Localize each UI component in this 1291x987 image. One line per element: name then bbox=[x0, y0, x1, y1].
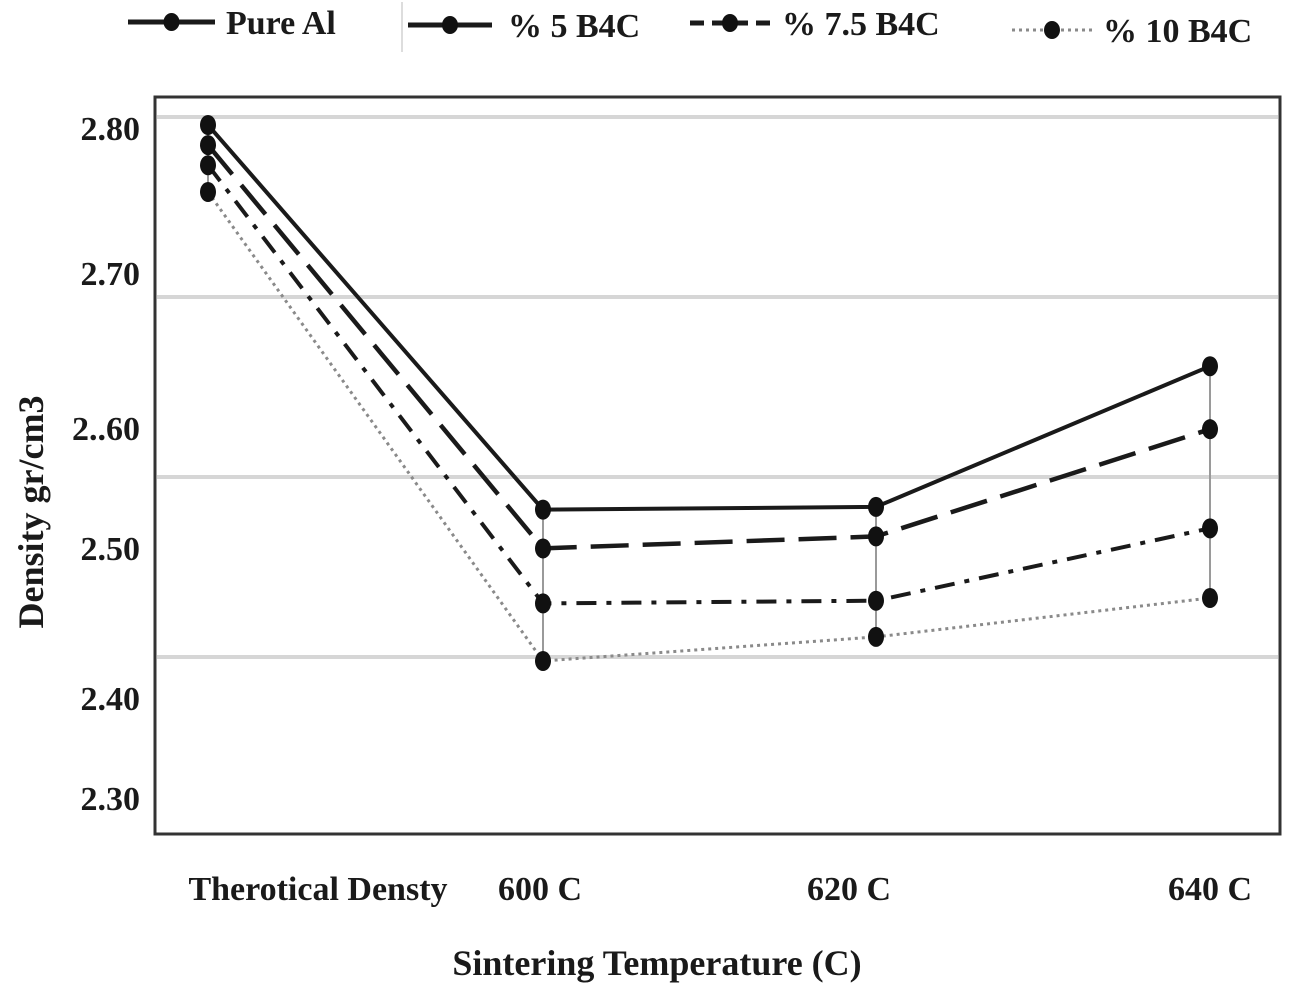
x-tick-label: 600 C bbox=[498, 871, 582, 908]
data-point bbox=[200, 115, 216, 135]
data-point bbox=[535, 499, 551, 520]
legend-label: % 7.5 B4C bbox=[782, 6, 940, 43]
data-point bbox=[200, 155, 216, 176]
y-tick-label: 2..60 bbox=[72, 411, 140, 448]
data-point bbox=[535, 651, 551, 671]
data-point bbox=[1202, 356, 1218, 377]
series-line bbox=[206, 191, 1211, 663]
data-point bbox=[1202, 588, 1218, 609]
series-line bbox=[206, 163, 1211, 606]
data-point bbox=[868, 526, 884, 547]
y-axis-ticks: 2.80 2.70 2..60 2.50 2.40 2.30 bbox=[72, 111, 140, 818]
legend-swatch-marker bbox=[163, 13, 180, 31]
legend-swatch-marker bbox=[1044, 21, 1060, 39]
data-point bbox=[1202, 419, 1218, 440]
legend: Pure Al % 5 B4C % 7.5 B4C % 10 B4C bbox=[128, 2, 1252, 52]
x-axis-label: Sintering Temperature (C) bbox=[452, 943, 861, 983]
series-line bbox=[206, 143, 1211, 551]
y-tick-label: 2.80 bbox=[81, 111, 141, 148]
series-lines bbox=[206, 123, 1211, 663]
legend-swatch-marker bbox=[442, 16, 458, 34]
x-tick-label: 640 C bbox=[1168, 871, 1252, 908]
data-point bbox=[535, 538, 551, 559]
data-point bbox=[200, 182, 216, 202]
x-tick-label: 620 C bbox=[807, 871, 891, 908]
data-point bbox=[200, 135, 216, 156]
data-point bbox=[1202, 518, 1218, 539]
y-tick-label: 2.70 bbox=[81, 256, 141, 293]
series-line bbox=[206, 123, 1211, 512]
y-axis-label: Density gr/cm3 bbox=[11, 396, 51, 629]
data-point bbox=[868, 590, 884, 611]
legend-label: % 10 B4C bbox=[1103, 13, 1252, 50]
gridlines bbox=[157, 115, 1278, 659]
legend-label: Pure Al bbox=[226, 5, 336, 42]
data-point bbox=[868, 626, 884, 647]
plot-frame bbox=[153, 95, 1282, 836]
legend-label: % 5 B4C bbox=[508, 8, 640, 45]
y-tick-label: 2.50 bbox=[81, 531, 141, 568]
x-tick-label: Therotical Densty bbox=[188, 871, 447, 908]
data-points bbox=[200, 115, 1218, 671]
x-axis-ticks: Therotical Densty 600 C 620 C 640 C bbox=[188, 871, 1252, 908]
y-tick-label: 2.40 bbox=[81, 681, 141, 718]
y-tick-label: 2.30 bbox=[81, 781, 141, 818]
data-point bbox=[868, 496, 884, 517]
data-point bbox=[535, 593, 551, 614]
vertical-drop-lines bbox=[207, 125, 1211, 661]
legend-swatch-marker bbox=[722, 14, 738, 32]
